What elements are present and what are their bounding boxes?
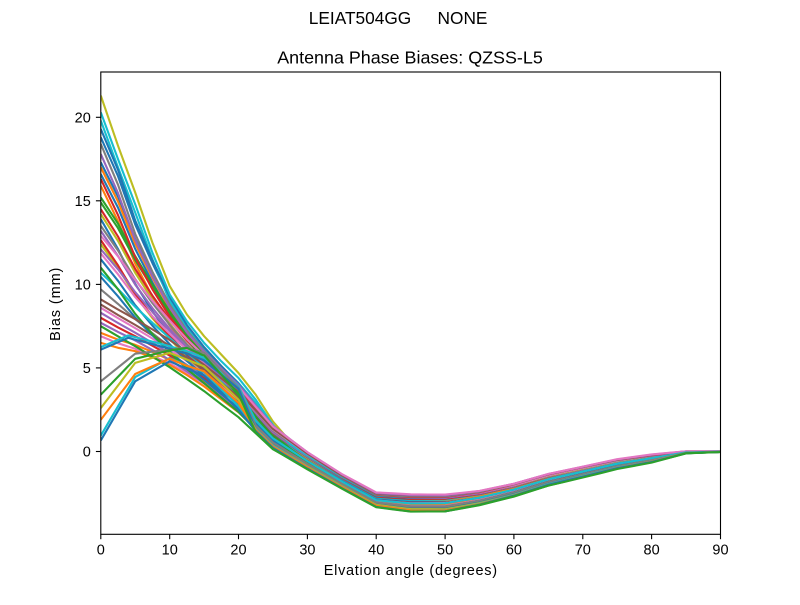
svg-text:15: 15: [75, 194, 91, 210]
svg-text:80: 80: [644, 543, 660, 559]
svg-text:50: 50: [437, 543, 453, 559]
svg-text:0: 0: [97, 543, 105, 559]
svg-text:70: 70: [575, 543, 591, 559]
svg-text:20: 20: [75, 110, 91, 126]
svg-text:LEIAT504GG: LEIAT504GG: [309, 8, 411, 28]
svg-text:90: 90: [712, 543, 728, 559]
svg-text:5: 5: [83, 361, 91, 377]
svg-text:10: 10: [162, 543, 178, 559]
svg-text:20: 20: [230, 543, 246, 559]
svg-text:60: 60: [506, 543, 522, 559]
svg-text:Antenna Phase Biases: QZSS-L5: Antenna Phase Biases: QZSS-L5: [277, 47, 543, 67]
svg-text:40: 40: [368, 543, 384, 559]
svg-text:Bias (mm): Bias (mm): [48, 267, 64, 341]
svg-text:NONE: NONE: [438, 8, 488, 28]
svg-text:30: 30: [299, 543, 315, 559]
svg-text:0: 0: [83, 445, 91, 461]
svg-text:10: 10: [75, 277, 91, 293]
svg-text:Elvation angle (degrees): Elvation angle (degrees): [324, 563, 498, 579]
